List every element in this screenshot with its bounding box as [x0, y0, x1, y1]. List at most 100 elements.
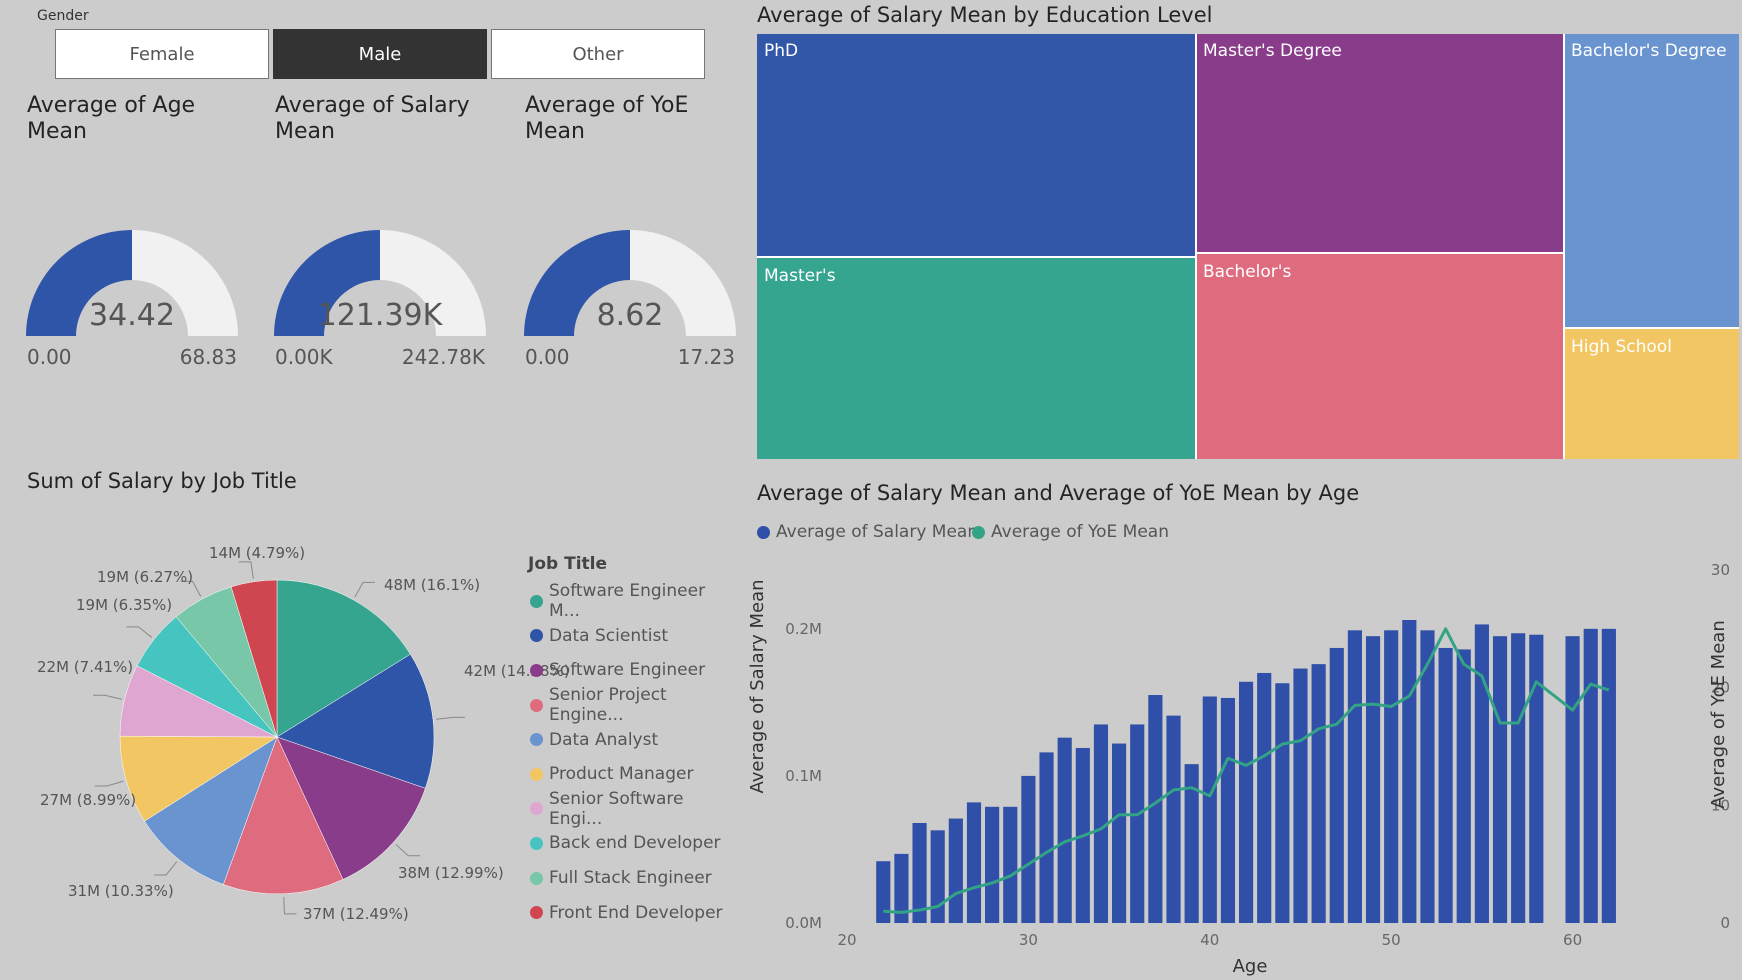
pie-legend-item-5[interactable]: Product Manager [530, 757, 740, 792]
treemap-cell-bachelors[interactable]: Bachelor's [1197, 254, 1563, 459]
gender-option-female[interactable]: Female [55, 29, 269, 79]
combo-bar-age-57[interactable] [1511, 633, 1526, 923]
combo-bar-age-22[interactable] [876, 861, 891, 923]
pie-leader-line-3 [283, 896, 297, 915]
combo-bar-age-25[interactable] [930, 830, 945, 923]
combo-bar-age-43[interactable] [1257, 672, 1272, 923]
combo-bar-age-45[interactable] [1293, 668, 1308, 923]
combo-bar-age-52[interactable] [1420, 630, 1435, 923]
pie-legend-item-7[interactable]: Back end Developer [530, 826, 740, 861]
pie-legend-label: Front End Developer [549, 902, 723, 923]
pie-legend-dot [530, 871, 543, 885]
combo-bar-age-38[interactable] [1166, 715, 1181, 923]
combo-bar-age-42[interactable] [1238, 681, 1254, 923]
combo-bar-age-29[interactable] [1003, 806, 1018, 923]
combo-bar-age-50[interactable] [1384, 630, 1399, 923]
combo-bar-age-40[interactable] [1202, 696, 1217, 923]
combo-bar-age-32[interactable] [1057, 737, 1072, 923]
gauge-track [132, 230, 238, 336]
combo-bar-age-44[interactable] [1275, 683, 1290, 923]
combo-bar-age-47[interactable] [1329, 647, 1344, 923]
combo-bar-age-31[interactable] [1039, 752, 1054, 923]
pie-leader-line-2 [395, 843, 421, 857]
combo-bar-age-54[interactable] [1456, 649, 1471, 923]
combo-bar-age-60[interactable] [1565, 636, 1580, 923]
combo-bar-age-27[interactable] [966, 802, 982, 923]
gauge-age-arc [26, 230, 238, 336]
pie-label-8: 19M (6.27%) [97, 568, 194, 586]
pie-label-0: 48M (16.1%) [384, 576, 481, 594]
pie-legend-item-6[interactable]: Senior Software Engi... [530, 789, 740, 829]
pie-legend-dot [530, 629, 543, 643]
pie-legend-item-4[interactable]: Data Analyst [530, 722, 740, 757]
gauge-age[interactable]: Average of Age Mean [27, 93, 195, 145]
pie-label-7: 19M (6.35%) [76, 596, 173, 614]
combo-bar-age-49[interactable] [1365, 636, 1381, 923]
pie-legend-item-1[interactable]: Data Scientist [530, 619, 740, 654]
combo-bar-age-61[interactable] [1583, 628, 1598, 923]
combo-bar-age-35[interactable] [1112, 743, 1127, 923]
combo-y-tick: 0.1M [785, 767, 822, 785]
pie-legend-dot [530, 733, 543, 747]
treemap-cell-high-school[interactable]: High School [1565, 329, 1739, 459]
pie-slice-1[interactable] [276, 653, 435, 789]
combo-bar-age-41[interactable] [1220, 697, 1236, 923]
gauge-salary-title: Average of Salary Mean [275, 93, 470, 144]
combo-bar-age-39[interactable] [1184, 764, 1199, 923]
combo-bar-age-24[interactable] [912, 822, 927, 923]
treemap[interactable]: PhD Master's Master's Degree Bachelor's … [757, 34, 1739, 459]
pie-legend-item-9[interactable]: Front End Developer [530, 895, 740, 930]
treemap-cell-masters-degree[interactable]: Master's Degree [1197, 34, 1563, 252]
pie-legend-dot [530, 802, 543, 816]
gauge-yoe-min: 0.00 [525, 345, 570, 369]
pie-legend-dot [530, 906, 543, 920]
pie-legend-item-8[interactable]: Full Stack Engineer [530, 861, 740, 896]
pie-legend[interactable]: Software Engineer M... Data Scientist Soft… [530, 581, 740, 930]
combo-bar-age-34[interactable] [1093, 724, 1109, 923]
treemap-cell-masters[interactable]: Master's [757, 258, 1195, 459]
gauge-salary[interactable]: Average of Salary Mean [275, 93, 470, 145]
pie-slice-9[interactable] [230, 579, 278, 738]
combo-bar-age-62[interactable] [1601, 628, 1616, 923]
pie-slice-2[interactable] [276, 736, 426, 880]
combo-x-tick: 20 [837, 931, 856, 949]
pie-slice-5[interactable] [119, 735, 278, 822]
gender-option-other[interactable]: Other [491, 29, 705, 79]
combo-line-yoe[interactable] [883, 627, 1610, 914]
combo-bar-age-37[interactable] [1148, 695, 1163, 923]
pie-label-9: 14M (4.79%) [209, 544, 306, 562]
combo-bar-age-28[interactable] [985, 806, 1000, 923]
combo-legend-yoe-label: Average of YoE Mean [991, 522, 1169, 542]
pie-slice-3[interactable] [222, 736, 344, 895]
pie-legend-item-2[interactable]: Software Engineer [530, 653, 740, 688]
pie-chart-title: Sum of Salary by Job Title [27, 469, 297, 493]
combo-bar-age-58[interactable] [1529, 634, 1544, 923]
combo-bar-age-48[interactable] [1347, 630, 1362, 923]
combo-bar-age-51[interactable] [1402, 620, 1417, 923]
gauge-track [630, 230, 736, 336]
gauge-track [380, 230, 486, 336]
pie-slice-0[interactable] [276, 579, 411, 738]
pie-chart[interactable] [0, 520, 740, 940]
combo-bar-age-53[interactable] [1438, 647, 1453, 923]
gauge-yoe[interactable]: Average of YoE Mean [525, 93, 688, 145]
combo-legend-yoe[interactable]: Average of YoE Mean [972, 522, 1169, 542]
combo-bar-age-23[interactable] [894, 853, 909, 923]
treemap-cell-bachelors-degree[interactable]: Bachelor's Degree [1565, 34, 1739, 327]
combo-bar-age-36[interactable] [1130, 724, 1145, 923]
combo-chart[interactable]: 0.0M 0.1M 0.2M 0 10 20 30 20 30 40 50 60 Age Average … [740, 540, 1740, 980]
pie-legend-item-3[interactable]: Senior Project Engine... [530, 685, 740, 725]
pie-legend-dot [530, 836, 543, 850]
combo-bar-age-26[interactable] [948, 818, 963, 923]
gender-option-male[interactable]: Male [273, 29, 487, 79]
pie-leader-line-1 [435, 716, 465, 720]
gauge-age-value: 34.42 [89, 298, 175, 333]
treemap-cell-phd[interactable]: PhD [757, 34, 1195, 256]
combo-bar-age-30[interactable] [1021, 775, 1036, 923]
combo-bar-age-55[interactable] [1474, 624, 1489, 923]
combo-legend-salary[interactable]: Average of Salary Mean [757, 522, 978, 542]
pie-legend-item-0[interactable]: Software Engineer M... [530, 581, 740, 621]
combo-bar-age-56[interactable] [1492, 636, 1508, 923]
combo-bar-age-46[interactable] [1311, 664, 1326, 923]
pie-slice-4[interactable] [144, 736, 278, 885]
